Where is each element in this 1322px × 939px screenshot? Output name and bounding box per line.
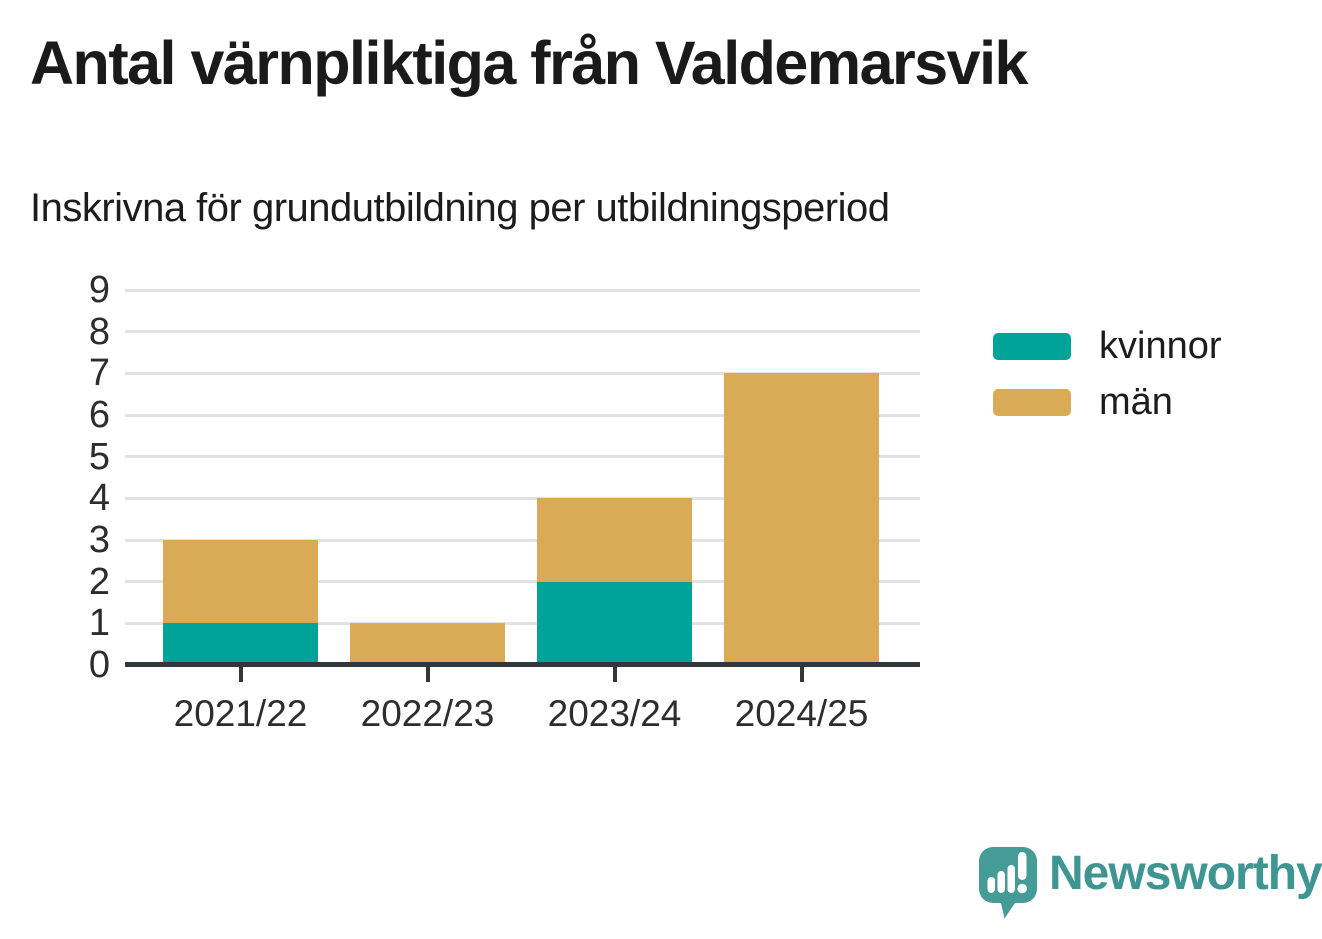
chart-title: Antal värnpliktiga från Valdemarsvik <box>30 29 1028 97</box>
gridline-y4 <box>125 496 920 500</box>
x-axis-line <box>125 662 920 667</box>
legend-item-män: män <box>993 381 1222 423</box>
y-axis-tick-label-4: 4 <box>88 477 110 520</box>
x-axis-tick-2023-24 <box>612 667 617 682</box>
y-axis-tick-label-3: 3 <box>88 519 110 561</box>
x-axis-label-2024-25: 2024/25 <box>734 693 869 734</box>
y-axis-tick-label-8: 8 <box>88 310 110 353</box>
gridline-y9 <box>125 288 920 292</box>
y-axis-tick-label-6: 6 <box>88 394 110 436</box>
x-axis-tick-2024-25 <box>799 667 804 682</box>
y-axis-tick-label-5: 5 <box>88 435 110 478</box>
newsworthy-logo: Newsworthy <box>977 845 1322 921</box>
x-axis-label-2023-24: 2023/24 <box>547 693 682 734</box>
gridline-y3 <box>125 538 920 542</box>
bar-segment-kvinnor-2023-24 <box>537 581 692 665</box>
gridline-y5 <box>125 455 920 459</box>
x-axis-tick-2022-23 <box>425 667 430 682</box>
newsworthy-speech-bubble-bar-chart-icon <box>979 847 1037 919</box>
legend-swatch-kvinnor <box>993 333 1071 360</box>
bar-segment-kvinnor-2021-22 <box>163 623 318 665</box>
plot-area: 0 1 2 3 4 5 6 7 8 9 2021/22 2022/23 2023/24 2024/25 <box>89 269 920 734</box>
chart-subtitle: Inskrivna för grundutbildning per utbild… <box>30 186 890 230</box>
x-axis-tick-2021-22 <box>238 667 243 682</box>
legend-label-män: män <box>1099 381 1173 423</box>
y-axis-tick-label-2: 2 <box>88 560 110 603</box>
legend-label-kvinnor: kvinnor <box>1099 325 1222 367</box>
gridline-y2 <box>125 580 920 584</box>
gridline-y1 <box>125 621 920 625</box>
gridline-y6 <box>125 413 920 417</box>
bar-segment-män-2021-22 <box>163 540 318 624</box>
x-axis-label-2022-23: 2022/23 <box>360 693 495 734</box>
y-axis-tick-label-0: 0 <box>88 644 110 686</box>
bar-segment-män-2023-24 <box>537 498 692 582</box>
x-axis-label-2021-22: 2021/22 <box>173 693 308 734</box>
gridline-y8 <box>125 330 920 334</box>
legend: kvinnor män <box>993 325 1222 445</box>
legend-swatch-män <box>993 389 1071 416</box>
y-axis-tick-label-1: 1 <box>88 602 110 645</box>
gridline-y7 <box>125 371 920 375</box>
y-axis-tick-label-9: 9 <box>88 269 110 311</box>
legend-item-kvinnor: kvinnor <box>993 325 1222 367</box>
y-axis-tick-label-7: 7 <box>88 352 110 395</box>
bar-segment-män-2022-23 <box>350 623 505 665</box>
newsworthy-wordmark: Newsworthy <box>1049 847 1322 900</box>
bar-segment-män-2024-25 <box>724 373 879 665</box>
